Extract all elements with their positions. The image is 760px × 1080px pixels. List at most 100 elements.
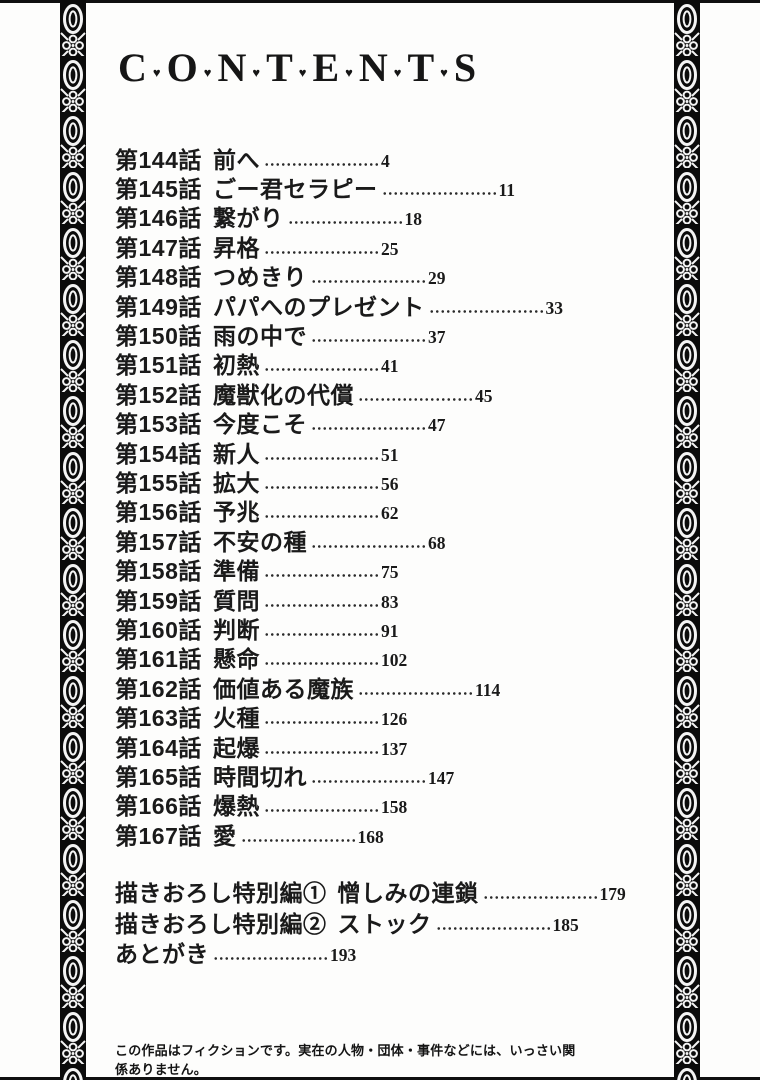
dot-leader <box>358 397 473 401</box>
dot-leader <box>428 309 544 313</box>
chapter-number: 第159話 <box>115 587 202 614</box>
page-number: 114 <box>475 679 501 700</box>
chain-ornament-icon <box>60 0 86 1080</box>
dot-leader <box>264 162 379 166</box>
page-number: 102 <box>381 650 408 671</box>
page-number: 91 <box>381 620 399 641</box>
page-number: 56 <box>381 473 399 494</box>
chapter-number: 第162話 <box>115 675 202 702</box>
title-letter: O <box>166 45 198 90</box>
chapter-title: 時間切れ <box>213 763 307 790</box>
page-number: 45 <box>475 385 493 406</box>
chapter-title: 雨の中で <box>213 323 307 350</box>
extra-row: 描きおろし特別編① 憎しみの連鎖 179 <box>115 876 626 907</box>
dot-leader <box>264 750 379 754</box>
title-letter: T <box>407 45 435 90</box>
chapter-title: 前へ <box>213 146 260 173</box>
page-number: 41 <box>381 356 399 377</box>
page-number: 68 <box>428 532 446 553</box>
chapter-number: 第154話 <box>115 440 202 467</box>
toc-row: 第147話 昇格 25 <box>115 231 563 261</box>
chapter-title: 懸命 <box>213 646 260 673</box>
dot-leader <box>311 427 426 431</box>
title-letter: C <box>118 45 147 90</box>
chapter-title: 火種 <box>213 705 260 732</box>
heart-icon: ♥ <box>345 64 353 80</box>
chapter-number: 第167話 <box>115 822 202 849</box>
heart-icon: ♥ <box>393 64 402 80</box>
dot-leader <box>381 192 497 196</box>
chapter-number: 第148話 <box>115 264 202 291</box>
heart-icon: ♥ <box>252 64 261 80</box>
chapter-number: 第156話 <box>115 499 202 526</box>
toc-row: 第156話 予兆 62 <box>115 496 563 525</box>
dot-leader <box>358 691 473 695</box>
chapter-number: 第160話 <box>115 616 202 643</box>
extras-list: 描きおろし特別編① 憎しみの連鎖 179 描きおろし特別編② ストック 185 あとがき 19… <box>115 876 626 968</box>
extra-label: 描きおろし特別編① <box>115 880 327 907</box>
dot-leader <box>264 632 379 636</box>
toc-row: 第158話 準備 75 <box>115 554 563 585</box>
dot-leader <box>264 456 379 460</box>
chapter-title: 爆熱 <box>213 793 260 820</box>
ornament-border-left <box>60 0 86 1080</box>
page-number: 37 <box>428 327 446 348</box>
chapter-title: 価値ある魔族 <box>213 675 354 702</box>
toc-row: 第161話 懸命 102 <box>115 643 563 672</box>
page-number: 11 <box>498 180 516 201</box>
chapter-list: 第144話 前へ 4 第145話 ごー君セラピー 11 第146話 繋がり 18 第147話 昇格 2… <box>115 143 563 849</box>
chapter-number: 第166話 <box>115 793 202 820</box>
chapter-number: 第161話 <box>115 646 202 673</box>
title-letter: S <box>453 45 477 90</box>
extra-title: ストック <box>337 910 432 937</box>
toc-row: 第155話 拡大 56 <box>115 466 563 496</box>
dot-leader <box>264 662 379 666</box>
page-number: 168 <box>357 826 384 847</box>
extra-label: 描きおろし特別編② <box>115 910 327 937</box>
title-letter: T <box>266 45 293 90</box>
toc-row: 第165話 時間切れ 147 <box>115 760 563 790</box>
chapter-title: 魔獣化の代償 <box>213 381 354 408</box>
chapter-title: 準備 <box>213 558 260 585</box>
dot-leader <box>264 250 379 254</box>
heart-icon: ♥ <box>203 64 212 80</box>
toc-row: 第154話 新人 51 <box>115 437 563 467</box>
extra-label: あとがき <box>115 941 209 968</box>
dot-leader <box>264 809 379 813</box>
page-number: 51 <box>381 444 399 465</box>
chapter-number: 第157話 <box>115 528 202 555</box>
page-number: 4 <box>381 150 390 171</box>
chapter-number: 第149話 <box>115 293 202 320</box>
dot-leader <box>264 721 379 725</box>
toc-row: 第148話 つめきり 29 <box>115 261 563 290</box>
chapter-title: 今度こそ <box>213 411 307 438</box>
toc-row: 第164話 起爆 137 <box>115 731 563 761</box>
chapter-title: 繋がり <box>213 205 284 232</box>
toc-row: 第166話 爆熱 158 <box>115 790 563 819</box>
page-number: 179 <box>599 884 626 905</box>
toc-row: 第163話 火種 126 <box>115 701 563 732</box>
chapter-title: 質問 <box>213 587 260 614</box>
heart-icon: ♥ <box>298 64 307 80</box>
title-letter: N <box>358 45 388 90</box>
ornament-border-right <box>674 0 700 1080</box>
toc-row: 第150話 雨の中で 37 <box>115 319 563 350</box>
chapter-title: 不安の種 <box>213 528 307 555</box>
chapter-title: つめきり <box>213 264 307 291</box>
toc-row: 第146話 繋がり 18 <box>115 202 563 231</box>
dot-leader <box>482 896 598 900</box>
dot-leader <box>264 368 379 372</box>
heart-icon: ♥ <box>152 64 161 80</box>
dot-leader <box>264 515 379 519</box>
toc-row: 第160話 判断 91 <box>115 613 563 643</box>
chapter-title: 初熱 <box>213 352 260 379</box>
page-number: 158 <box>381 797 408 818</box>
bottom-rule <box>0 1077 760 1080</box>
page-number: 137 <box>381 738 408 759</box>
dot-leader <box>264 485 379 489</box>
toc-row: 第162話 価値ある魔族 114 <box>115 672 563 702</box>
chapter-number: 第153話 <box>115 411 202 438</box>
extra-row: あとがき 193 <box>115 937 626 968</box>
chapter-title: 新人 <box>213 440 260 467</box>
page-number: 25 <box>381 238 399 259</box>
